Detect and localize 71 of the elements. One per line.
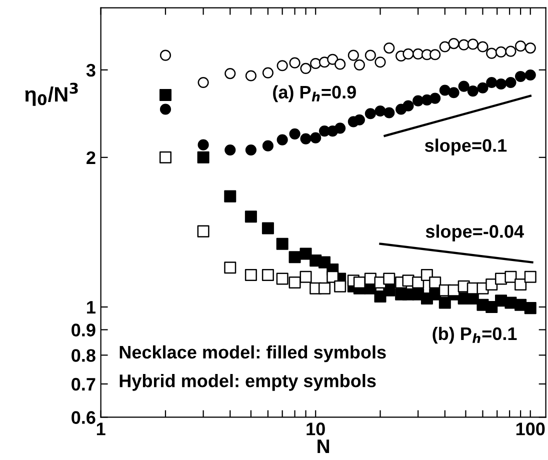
point — [448, 38, 460, 50]
y-axis-title: η$_{0}$/N$^{3}$ — [25, 82, 78, 106]
point — [448, 87, 460, 98]
point — [384, 42, 395, 54]
point — [486, 48, 498, 59]
annotation: Necklace model: filled symbols — [120, 345, 386, 362]
point — [412, 276, 424, 289]
point — [289, 128, 300, 140]
y-tick-label: 0.8 — [72, 349, 96, 362]
x-tick-label: 100 — [516, 422, 545, 436]
point — [467, 86, 478, 97]
point — [458, 39, 470, 50]
point — [438, 296, 451, 309]
point — [430, 92, 441, 104]
y-tick-label: 3 — [86, 64, 96, 77]
point — [439, 84, 450, 96]
point — [326, 270, 339, 283]
x-tick-label: 10 — [306, 422, 325, 436]
point — [486, 278, 498, 290]
point — [486, 76, 498, 88]
x-axis-title: N — [318, 440, 330, 454]
y-tick-label: 0.9 — [72, 324, 96, 336]
point — [495, 46, 507, 58]
point — [458, 80, 470, 92]
annotation: slope=-0.04 — [426, 224, 524, 242]
point — [354, 114, 365, 126]
point — [524, 42, 536, 54]
point — [467, 38, 478, 50]
point — [514, 278, 527, 290]
point — [289, 57, 300, 68]
point — [524, 270, 536, 283]
point — [524, 302, 536, 314]
point — [353, 276, 366, 289]
annotation: slope=0.1 — [424, 138, 507, 156]
point — [384, 107, 395, 118]
y-tick-label: 2 — [86, 151, 96, 164]
point — [364, 108, 376, 120]
point — [412, 95, 424, 106]
point — [515, 40, 526, 52]
point — [505, 46, 516, 57]
point — [354, 59, 365, 70]
point — [486, 300, 498, 313]
point — [515, 70, 526, 82]
point — [383, 272, 396, 285]
annotation: (b) P$_{h}$=0.1 — [432, 326, 517, 344]
y-tick-label: 0.6 — [72, 411, 96, 424]
point — [318, 282, 330, 294]
point — [288, 276, 301, 289]
point — [402, 100, 414, 112]
point — [430, 49, 441, 60]
point — [374, 105, 386, 117]
y-tick-label: 1 — [87, 301, 96, 314]
point — [439, 41, 450, 52]
point — [477, 41, 488, 52]
point — [495, 78, 507, 90]
point — [504, 270, 517, 283]
point — [402, 48, 414, 60]
point — [429, 276, 442, 289]
point — [374, 56, 386, 68]
x-tick-label: 1 — [96, 422, 106, 436]
point — [327, 54, 338, 65]
annotation: (a) P$_{h}$=0.9 — [273, 85, 356, 102]
point — [364, 50, 376, 61]
point — [383, 284, 396, 296]
point — [288, 251, 301, 264]
annotation: Hybrid model: empty symbols — [120, 374, 376, 391]
point — [524, 69, 536, 81]
point — [412, 48, 424, 60]
point — [477, 82, 488, 94]
point — [505, 76, 516, 88]
y-tick-label: 0.7 — [72, 378, 96, 391]
